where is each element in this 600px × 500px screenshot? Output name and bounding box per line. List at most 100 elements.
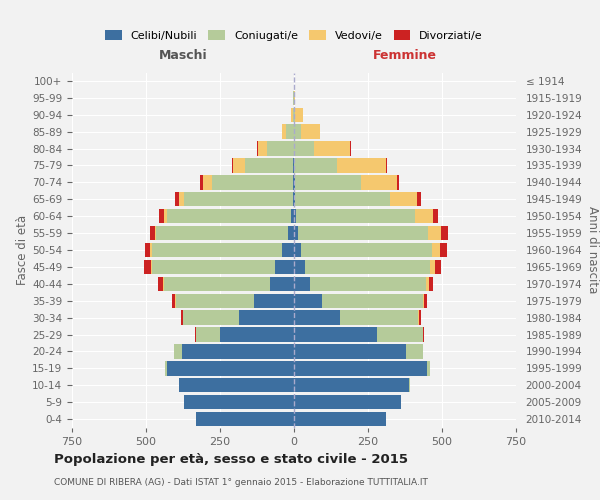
Bar	[158, 276, 163, 291]
Bar	[151, 243, 152, 257]
Bar	[163, 276, 164, 291]
Bar	[301, 243, 431, 257]
Bar	[245, 158, 293, 172]
Bar	[294, 361, 427, 376]
Bar	[340, 310, 418, 325]
Bar	[431, 243, 440, 257]
Bar	[145, 243, 151, 257]
Bar	[337, 158, 386, 172]
Bar	[427, 361, 430, 376]
Bar	[441, 226, 448, 240]
Bar	[174, 344, 182, 358]
Bar	[310, 276, 426, 291]
Bar	[423, 294, 424, 308]
Bar	[305, 260, 430, 274]
Bar	[282, 124, 286, 139]
Bar	[254, 294, 294, 308]
Bar	[291, 209, 294, 224]
Bar	[292, 108, 293, 122]
Bar	[426, 276, 428, 291]
Bar	[390, 192, 417, 206]
Bar	[430, 260, 435, 274]
Bar	[232, 158, 233, 172]
Bar	[419, 310, 421, 325]
Bar	[294, 276, 310, 291]
Bar	[294, 412, 386, 426]
Bar	[164, 276, 271, 291]
Bar	[386, 158, 387, 172]
Bar	[415, 209, 433, 224]
Bar	[294, 344, 406, 358]
Bar	[152, 260, 275, 274]
Bar	[314, 142, 350, 156]
Bar	[155, 226, 157, 240]
Bar	[165, 361, 167, 376]
Bar	[196, 412, 294, 426]
Bar	[294, 260, 305, 274]
Bar	[296, 209, 415, 224]
Bar	[175, 192, 179, 206]
Bar	[172, 294, 175, 308]
Bar	[151, 260, 152, 274]
Bar	[294, 243, 301, 257]
Bar	[293, 192, 294, 206]
Bar	[377, 328, 423, 342]
Y-axis label: Fasce di età: Fasce di età	[16, 215, 29, 285]
Bar	[239, 310, 294, 325]
Bar	[267, 142, 294, 156]
Bar	[424, 294, 427, 308]
Bar	[418, 310, 419, 325]
Bar	[184, 395, 294, 409]
Bar	[397, 175, 399, 190]
Bar	[149, 226, 155, 240]
Text: Popolazione per età, sesso e stato civile - 2015: Popolazione per età, sesso e stato civil…	[54, 452, 408, 466]
Bar	[167, 209, 291, 224]
Bar	[152, 243, 282, 257]
Bar	[233, 158, 245, 172]
Bar	[301, 124, 320, 139]
Bar	[179, 192, 184, 206]
Y-axis label: Anni di nascita: Anni di nascita	[586, 206, 599, 294]
Bar	[417, 192, 421, 206]
Bar	[428, 276, 433, 291]
Bar	[294, 294, 322, 308]
Bar	[167, 361, 294, 376]
Bar	[294, 192, 295, 206]
Bar	[144, 260, 151, 274]
Text: COMUNE DI RIBERA (AG) - Dati ISTAT 1° gennaio 2015 - Elaborazione TUTTITALIA.IT: COMUNE DI RIBERA (AG) - Dati ISTAT 1° ge…	[54, 478, 428, 487]
Bar	[282, 243, 294, 257]
Bar	[183, 310, 239, 325]
Bar	[294, 378, 409, 392]
Bar	[286, 124, 294, 139]
Bar	[294, 108, 295, 122]
Bar	[164, 209, 167, 224]
Bar	[220, 328, 294, 342]
Bar	[159, 209, 164, 224]
Legend: Celibi/Nubili, Coniugati/e, Vedovi/e, Divorziati/e: Celibi/Nubili, Coniugati/e, Vedovi/e, Di…	[102, 26, 486, 44]
Bar	[294, 310, 340, 325]
Bar	[212, 175, 293, 190]
Bar	[433, 209, 438, 224]
Bar	[294, 124, 301, 139]
Bar	[294, 90, 295, 105]
Bar	[182, 344, 294, 358]
Bar	[294, 142, 314, 156]
Bar	[196, 328, 220, 342]
Bar	[361, 175, 397, 190]
Bar	[257, 142, 267, 156]
Bar	[295, 175, 361, 190]
Bar	[203, 175, 212, 190]
Text: Maschi: Maschi	[158, 50, 208, 62]
Bar	[184, 192, 293, 206]
Bar	[294, 158, 337, 172]
Bar	[176, 294, 254, 308]
Bar	[294, 209, 296, 224]
Bar	[181, 310, 183, 325]
Bar	[406, 344, 423, 358]
Bar	[200, 175, 203, 190]
Bar	[157, 226, 288, 240]
Bar	[298, 226, 428, 240]
Bar	[294, 226, 298, 240]
Bar	[293, 175, 294, 190]
Bar	[322, 294, 423, 308]
